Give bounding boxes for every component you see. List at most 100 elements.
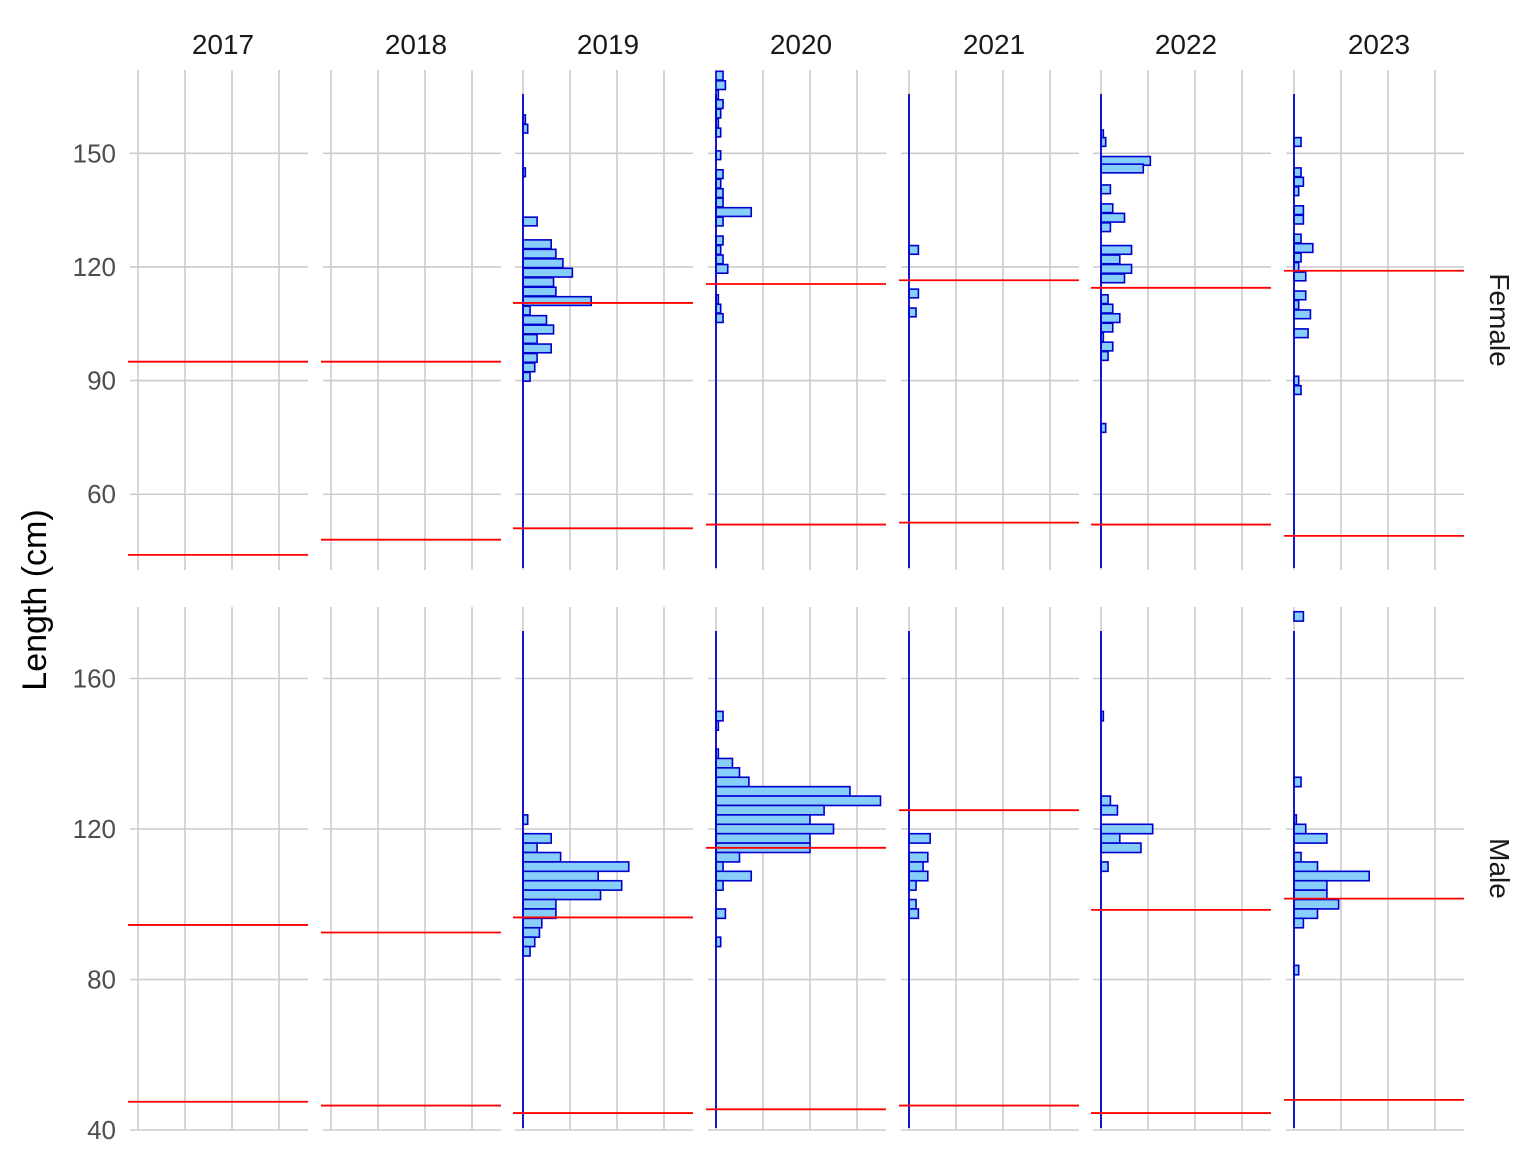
histogram-bar — [715, 879, 724, 891]
histogram-bar — [715, 187, 724, 199]
histogram-bar — [522, 842, 538, 854]
histogram-bar — [1100, 350, 1109, 362]
histogram-bar — [1100, 823, 1154, 835]
histogram-bar — [522, 917, 543, 929]
histogram-bar — [1293, 879, 1328, 891]
histogram-bar — [908, 832, 931, 844]
histogram-bar — [1293, 898, 1340, 910]
panel-male-2020 — [706, 607, 886, 1131]
histogram-bar — [522, 286, 557, 297]
histogram-bar — [1293, 870, 1370, 882]
histogram-bar — [1100, 244, 1133, 256]
histogram-bar — [1293, 328, 1309, 339]
histogram-bar — [522, 248, 557, 259]
histogram-bar — [1293, 917, 1305, 929]
panel-male-2022 — [1091, 607, 1271, 1131]
histogram-bar — [1293, 823, 1307, 835]
histogram-bar — [715, 908, 727, 920]
histogram-bar — [1100, 163, 1145, 174]
year-strip-label: 2021 — [963, 29, 1025, 60]
panel-female-2018 — [321, 70, 501, 570]
histogram-bar — [522, 352, 538, 364]
histogram-bar — [715, 776, 750, 788]
histogram-bar — [1100, 312, 1121, 324]
histogram-bar — [522, 832, 553, 844]
histogram-bar — [1100, 832, 1121, 844]
histogram-bar — [715, 832, 811, 844]
histogram-bar — [1100, 804, 1119, 816]
histogram-bar — [522, 362, 536, 373]
sex-strip-label: Female — [1484, 273, 1515, 366]
histogram-bar — [1100, 795, 1112, 807]
y-tick-label: 160 — [73, 663, 116, 693]
histogram-bar — [715, 169, 724, 180]
histogram-bar — [1100, 294, 1109, 305]
histogram-bar — [1293, 610, 1305, 622]
histogram-bar — [522, 324, 555, 335]
histogram-bar — [522, 898, 557, 910]
year-strip-label: 2023 — [1348, 29, 1410, 60]
panel-male-2023 — [1284, 607, 1464, 1131]
histogram-bar — [715, 98, 724, 110]
panel-male-2019 — [513, 607, 693, 1131]
histogram-bar — [522, 879, 623, 891]
histogram-bar — [908, 879, 917, 891]
histogram-bar — [715, 785, 851, 797]
histogram-bar — [522, 889, 602, 901]
histogram-bar — [1293, 832, 1328, 844]
histogram-bar — [522, 851, 562, 863]
histogram-bar — [715, 851, 741, 863]
histogram-bar — [1293, 851, 1302, 863]
histogram-bar — [522, 314, 548, 326]
histogram-bar — [522, 861, 630, 873]
histogram-bar — [1100, 254, 1121, 265]
histogram-bar — [1293, 252, 1302, 263]
histogram-bar — [1100, 263, 1133, 275]
histogram-bar — [1293, 271, 1307, 282]
histogram-bar — [522, 333, 538, 345]
histogram-bar — [1100, 203, 1114, 214]
histogram-bar — [522, 258, 564, 269]
panel-male-2021 — [899, 607, 1079, 1131]
histogram-bar — [1100, 341, 1114, 352]
y-tick-label: 120 — [73, 814, 116, 844]
histogram-bar — [1293, 136, 1302, 148]
year-strip-label: 2020 — [770, 29, 832, 60]
histogram-bar — [522, 305, 531, 316]
histogram-bar — [1293, 167, 1302, 178]
histogram-bar — [908, 244, 920, 256]
panel-female-2019 — [513, 70, 693, 570]
year-strip-label: 2017 — [192, 29, 254, 60]
histogram-bar — [715, 804, 825, 816]
y-tick-label: 150 — [73, 138, 116, 168]
panel-male-2017 — [128, 607, 308, 1131]
y-tick-label: 60 — [87, 479, 116, 509]
histogram-bar — [1100, 861, 1109, 873]
y-tick-label: 80 — [87, 964, 116, 994]
histogram-bar — [715, 710, 724, 722]
histogram-bar — [1293, 233, 1302, 244]
histogram-bar — [715, 235, 724, 246]
histogram-bar — [908, 307, 917, 318]
y-axis-label: Length (cm) — [16, 509, 54, 690]
histogram-bar — [522, 239, 553, 250]
histogram-bar — [908, 288, 920, 299]
histogram-bar — [1293, 384, 1302, 396]
panel-female-2017 — [128, 70, 308, 570]
panel-female-2021 — [899, 70, 1079, 570]
histogram-bar — [715, 870, 753, 882]
panel-female-2023 — [1284, 70, 1464, 570]
histogram-bar — [715, 861, 724, 873]
panel-male-2018 — [321, 607, 501, 1131]
histogram-bar — [715, 767, 741, 779]
histogram-bar — [1100, 184, 1112, 195]
histogram-bar — [1100, 322, 1114, 333]
histogram-bar — [522, 216, 538, 227]
histogram-bar — [715, 757, 734, 769]
histogram-bar — [1293, 214, 1305, 225]
histogram-bar — [1293, 204, 1305, 216]
histogram-bar — [715, 206, 753, 218]
histogram-bar — [522, 343, 553, 354]
histogram-bar — [522, 267, 574, 278]
